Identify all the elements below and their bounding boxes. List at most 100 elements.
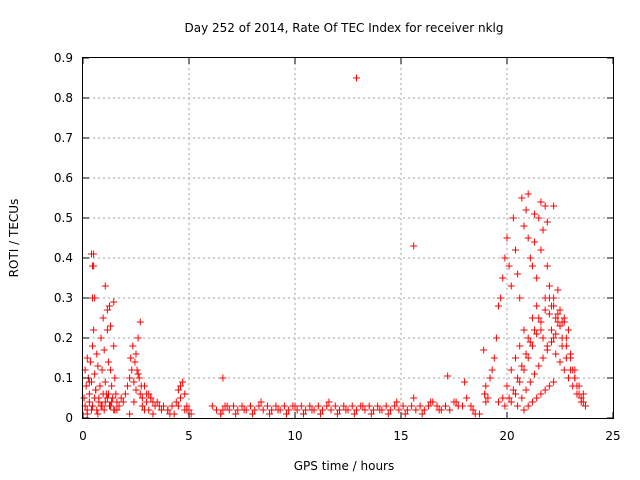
- data-point: [98, 402, 106, 410]
- data-point: [208, 402, 216, 410]
- data-point: [177, 382, 185, 390]
- data-point: [117, 394, 125, 402]
- data-point: [126, 410, 134, 418]
- data-point: [89, 342, 97, 350]
- data-point: [488, 366, 496, 374]
- data-point: [108, 382, 116, 390]
- data-point: [480, 346, 488, 354]
- data-point: [524, 334, 532, 342]
- data-point: [509, 386, 517, 394]
- data-point: [319, 406, 327, 414]
- data-point: [127, 354, 135, 362]
- data-point: [528, 398, 536, 406]
- data-point: [306, 402, 314, 410]
- data-point: [492, 334, 500, 342]
- data-point: [369, 406, 377, 414]
- data-point: [157, 406, 165, 414]
- data-point: [291, 402, 299, 410]
- data-point: [531, 238, 539, 246]
- y-tick-label: 0.8: [54, 91, 73, 105]
- data-point: [386, 406, 394, 414]
- data-point: [516, 342, 524, 350]
- grid-lines: [83, 58, 613, 418]
- y-tick-label: 0.7: [54, 131, 73, 145]
- data-point: [520, 326, 528, 334]
- x-axis-label: GPS time / hours: [294, 459, 395, 473]
- data-point: [516, 294, 524, 302]
- data-point: [537, 318, 545, 326]
- data-point: [367, 410, 375, 418]
- data-point: [552, 350, 560, 358]
- data-point: [537, 246, 545, 254]
- data-point: [94, 410, 102, 418]
- data-point: [108, 398, 116, 406]
- data-point: [556, 306, 564, 314]
- data-point: [133, 366, 141, 374]
- data-point: [255, 402, 263, 410]
- data-point: [461, 378, 469, 386]
- data-point: [217, 410, 225, 418]
- data-point: [90, 326, 98, 334]
- data-point: [524, 354, 532, 362]
- data-point: [391, 402, 399, 410]
- data-point: [393, 398, 401, 406]
- data-point: [545, 310, 553, 318]
- data-point: [558, 342, 566, 350]
- data-point: [548, 326, 556, 334]
- data-point: [130, 398, 138, 406]
- y-tick-labels: 0 0.1 0.2 0.3 0.4 0.5 0.6 0.7 0.8 0.9: [54, 51, 73, 425]
- data-point: [433, 402, 441, 410]
- data-point: [103, 394, 111, 402]
- data-point: [435, 406, 443, 414]
- data-point: [91, 394, 99, 402]
- data-point: [548, 338, 556, 346]
- data-point: [499, 394, 507, 402]
- data-point: [560, 314, 568, 322]
- data-point: [384, 410, 392, 418]
- data-point: [111, 374, 119, 382]
- data-point: [113, 406, 121, 414]
- data-point: [130, 378, 138, 386]
- data-point: [486, 374, 494, 382]
- data-point: [503, 382, 511, 390]
- data-point: [446, 406, 454, 414]
- data-point: [452, 398, 460, 406]
- data-point: [481, 390, 489, 398]
- data-point: [399, 402, 407, 410]
- data-point: [511, 246, 519, 254]
- data-point: [90, 262, 98, 270]
- data-point: [427, 398, 435, 406]
- data-point: [537, 198, 545, 206]
- data-point: [467, 402, 475, 410]
- data-point: [533, 274, 541, 282]
- data-point: [526, 254, 534, 262]
- data-point: [567, 350, 575, 358]
- data-point: [112, 390, 120, 398]
- data-point: [499, 274, 507, 282]
- data-point: [83, 410, 91, 418]
- data-point: [475, 410, 483, 418]
- data-point: [219, 406, 227, 414]
- data-point: [168, 402, 176, 410]
- data-point: [179, 378, 187, 386]
- data-point: [410, 394, 418, 402]
- y-tick-label: 0.2: [54, 331, 73, 345]
- data-point: [331, 402, 339, 410]
- data-point: [539, 226, 547, 234]
- data-point: [403, 406, 411, 414]
- data-point: [263, 402, 271, 410]
- data-point: [359, 402, 367, 410]
- x-tick-label: 5: [185, 429, 193, 443]
- data-point: [234, 406, 242, 414]
- data-point: [136, 390, 144, 398]
- data-point: [564, 374, 572, 382]
- data-point: [484, 394, 492, 402]
- data-point: [352, 74, 360, 82]
- data-point: [172, 398, 180, 406]
- data-point: [327, 406, 335, 414]
- data-point: [556, 322, 564, 330]
- data-point: [181, 390, 189, 398]
- data-point: [174, 402, 182, 410]
- data-point: [575, 382, 583, 390]
- data-point: [126, 374, 134, 382]
